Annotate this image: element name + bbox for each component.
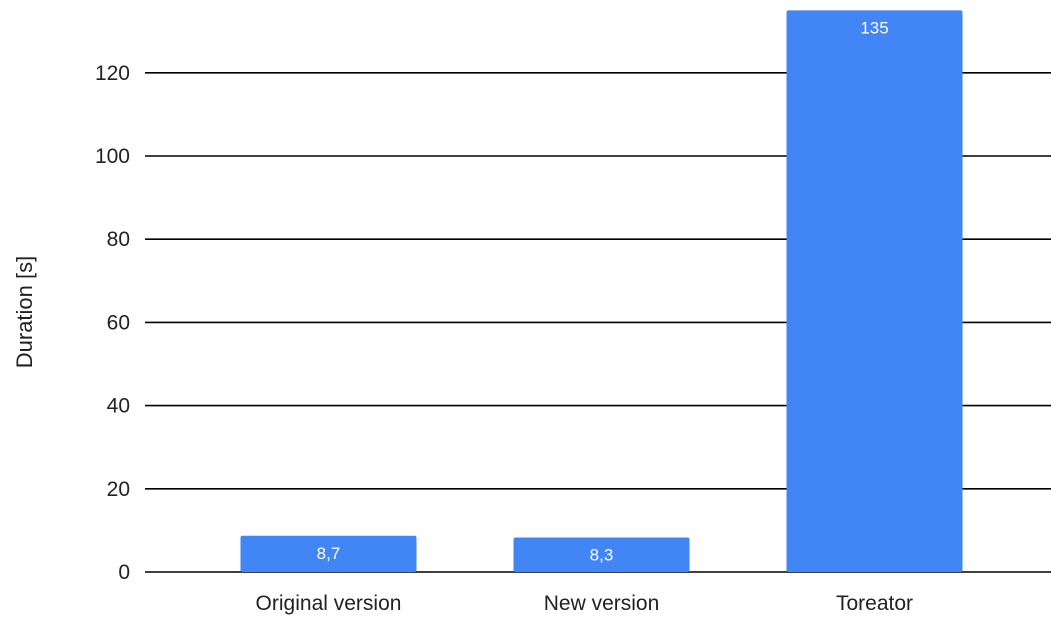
bar — [513, 537, 690, 572]
y-tick-label: 20 — [107, 478, 130, 501]
y-tick-label: 80 — [107, 228, 130, 251]
bar — [786, 10, 963, 572]
x-tick-label: Toreator — [836, 592, 913, 615]
x-tick-label: Original version — [256, 592, 402, 615]
bar-value-label: 8,3 — [590, 545, 614, 564]
bars: 8,7 8,3 135 — [240, 10, 963, 572]
bar — [240, 535, 417, 572]
x-axis-ticks: Original version New version Toreator — [256, 592, 913, 615]
y-tick-label: 0 — [118, 561, 130, 584]
bar-value-label: 8,7 — [317, 544, 341, 563]
y-tick-label: 60 — [107, 311, 130, 334]
x-tick-label: New version — [544, 592, 660, 615]
y-axis-ticks: 0 20 40 60 80 100 120 — [95, 62, 130, 584]
y-tick-label: 40 — [107, 395, 130, 418]
y-axis-label: Duration [s] — [12, 256, 37, 369]
y-tick-label: 120 — [95, 62, 130, 85]
bar-value-label: 135 — [860, 18, 888, 37]
gridlines — [145, 72, 1051, 573]
y-tick-label: 100 — [95, 145, 130, 168]
